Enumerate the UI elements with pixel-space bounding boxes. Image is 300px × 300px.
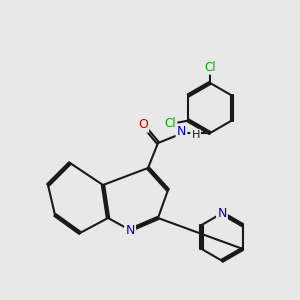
Text: Cl: Cl (164, 117, 176, 130)
Text: O: O (138, 118, 148, 131)
Text: N: N (217, 207, 227, 220)
Text: N: N (125, 224, 135, 236)
Text: N: N (177, 125, 186, 138)
Text: Cl: Cl (204, 61, 216, 74)
Text: H: H (191, 130, 200, 140)
